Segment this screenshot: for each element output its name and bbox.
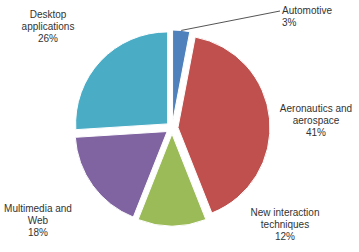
svg-text:Desktopapplications26%: Desktopapplications26% [22, 9, 75, 44]
svg-text:Multimedia andWeb18%: Multimedia andWeb18% [8, 203, 72, 238]
svg-text:New interactiontechniques12%: New interactiontechniques12% [251, 207, 320, 242]
svg-text:Automotive3%: Automotive3% [282, 5, 332, 28]
svg-text:Aeronautics andaerospace41%: Aeronautics andaerospace41% [280, 103, 351, 138]
